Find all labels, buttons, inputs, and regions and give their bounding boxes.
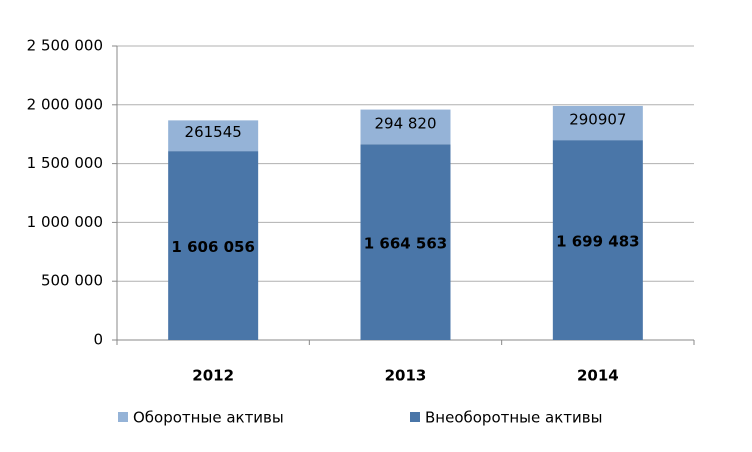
legend-swatch bbox=[118, 412, 128, 422]
data-label: 294 820 bbox=[374, 114, 436, 132]
y-tick-label: 1 500 000 bbox=[27, 154, 103, 172]
bar-segment bbox=[360, 144, 451, 340]
legend-swatch bbox=[410, 412, 420, 422]
bar-segment bbox=[360, 109, 451, 145]
y-tick-label: 500 000 bbox=[41, 272, 103, 290]
x-tick-label: 2012 bbox=[192, 367, 234, 385]
bar-segment bbox=[168, 120, 259, 152]
data-label: 1 664 563 bbox=[364, 235, 448, 253]
data-label: 290907 bbox=[569, 111, 626, 129]
x-tick-label: 2014 bbox=[577, 367, 619, 385]
legend-label: Оборотные активы bbox=[133, 409, 284, 427]
y-tick-label: 0 bbox=[93, 331, 103, 349]
data-label: 1 699 483 bbox=[556, 233, 640, 251]
y-tick-label: 1 000 000 bbox=[27, 213, 103, 231]
bar-segment bbox=[552, 105, 643, 141]
y-tick-label: 2 000 000 bbox=[27, 95, 103, 113]
data-label: 261545 bbox=[185, 123, 242, 141]
legend-label: Внеоборотные активы bbox=[425, 409, 602, 427]
y-tick-label: 2 500 000 bbox=[27, 37, 103, 55]
x-tick-label: 2013 bbox=[385, 367, 427, 385]
data-label: 1 606 056 bbox=[171, 238, 255, 256]
bar-segment bbox=[552, 140, 643, 340]
bar-segment bbox=[168, 151, 259, 340]
